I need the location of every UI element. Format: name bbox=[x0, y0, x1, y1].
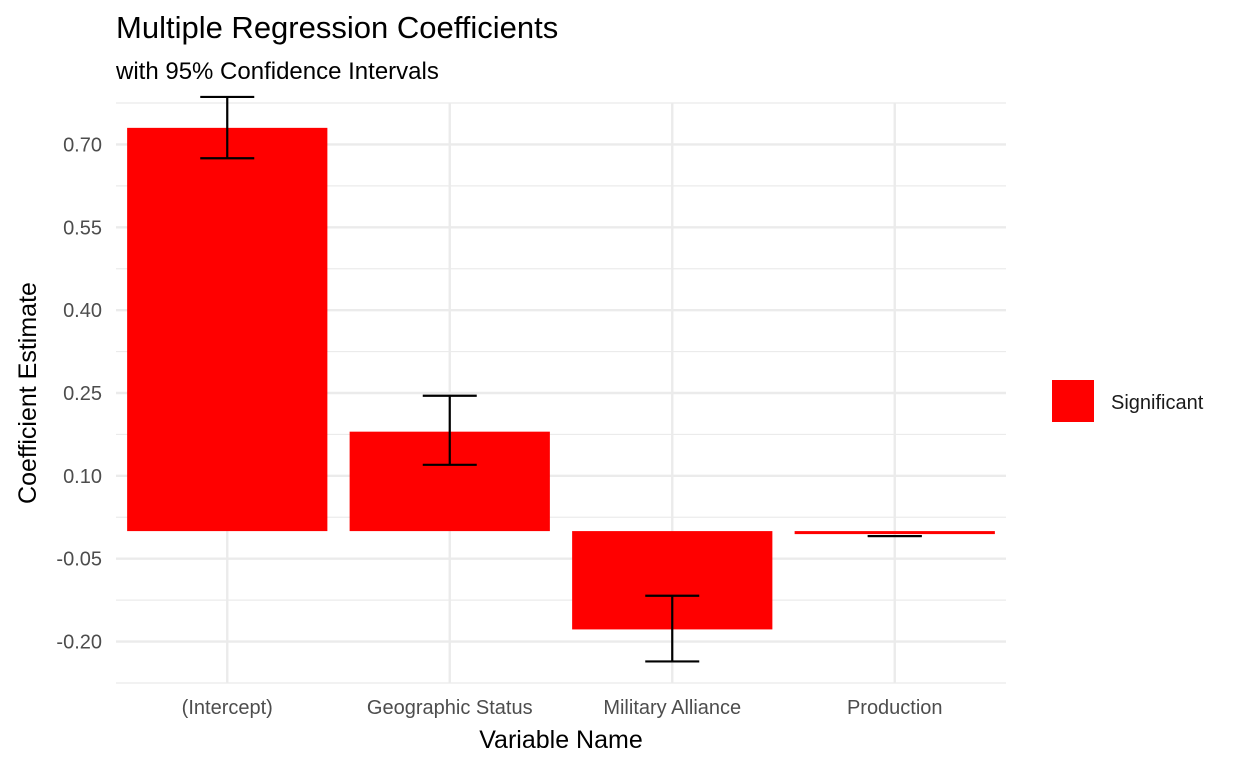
x-tick-label: (Intercept) bbox=[182, 697, 273, 719]
bar bbox=[794, 531, 995, 535]
legend-label: Significant bbox=[1111, 392, 1204, 414]
x-axis-title: Variable Name bbox=[479, 726, 643, 754]
y-tick-label: 0.70 bbox=[63, 134, 102, 156]
y-tick-label: 0.25 bbox=[63, 383, 102, 405]
legend-layer: Significant bbox=[1052, 380, 1204, 422]
y-tick-label: -0.05 bbox=[56, 549, 102, 571]
y-tick-label: -0.20 bbox=[56, 632, 102, 654]
y-tick-label: 0.10 bbox=[63, 466, 102, 488]
errorbar-layer bbox=[200, 95, 922, 663]
bar bbox=[127, 127, 328, 532]
y-tick-label: 0.55 bbox=[63, 217, 102, 239]
chart-subtitle: with 95% Confidence Intervals bbox=[116, 58, 439, 85]
x-tick-label: Production bbox=[847, 697, 943, 719]
axis-layer: 0.70 0.55 0.40 0.25 0.10 -0.05 -0.20 (Intercept… bbox=[14, 134, 943, 754]
x-tick-label: Military Alliance bbox=[603, 697, 741, 719]
x-tick-label: Geographic Status bbox=[367, 697, 533, 719]
legend-swatch bbox=[1052, 380, 1094, 422]
chart-title: Multiple Regression Coefficients bbox=[116, 10, 559, 45]
bars-layer bbox=[127, 127, 995, 630]
y-tick-label: 0.40 bbox=[63, 300, 102, 322]
y-axis-title: Coefficient Estimate bbox=[14, 282, 42, 504]
